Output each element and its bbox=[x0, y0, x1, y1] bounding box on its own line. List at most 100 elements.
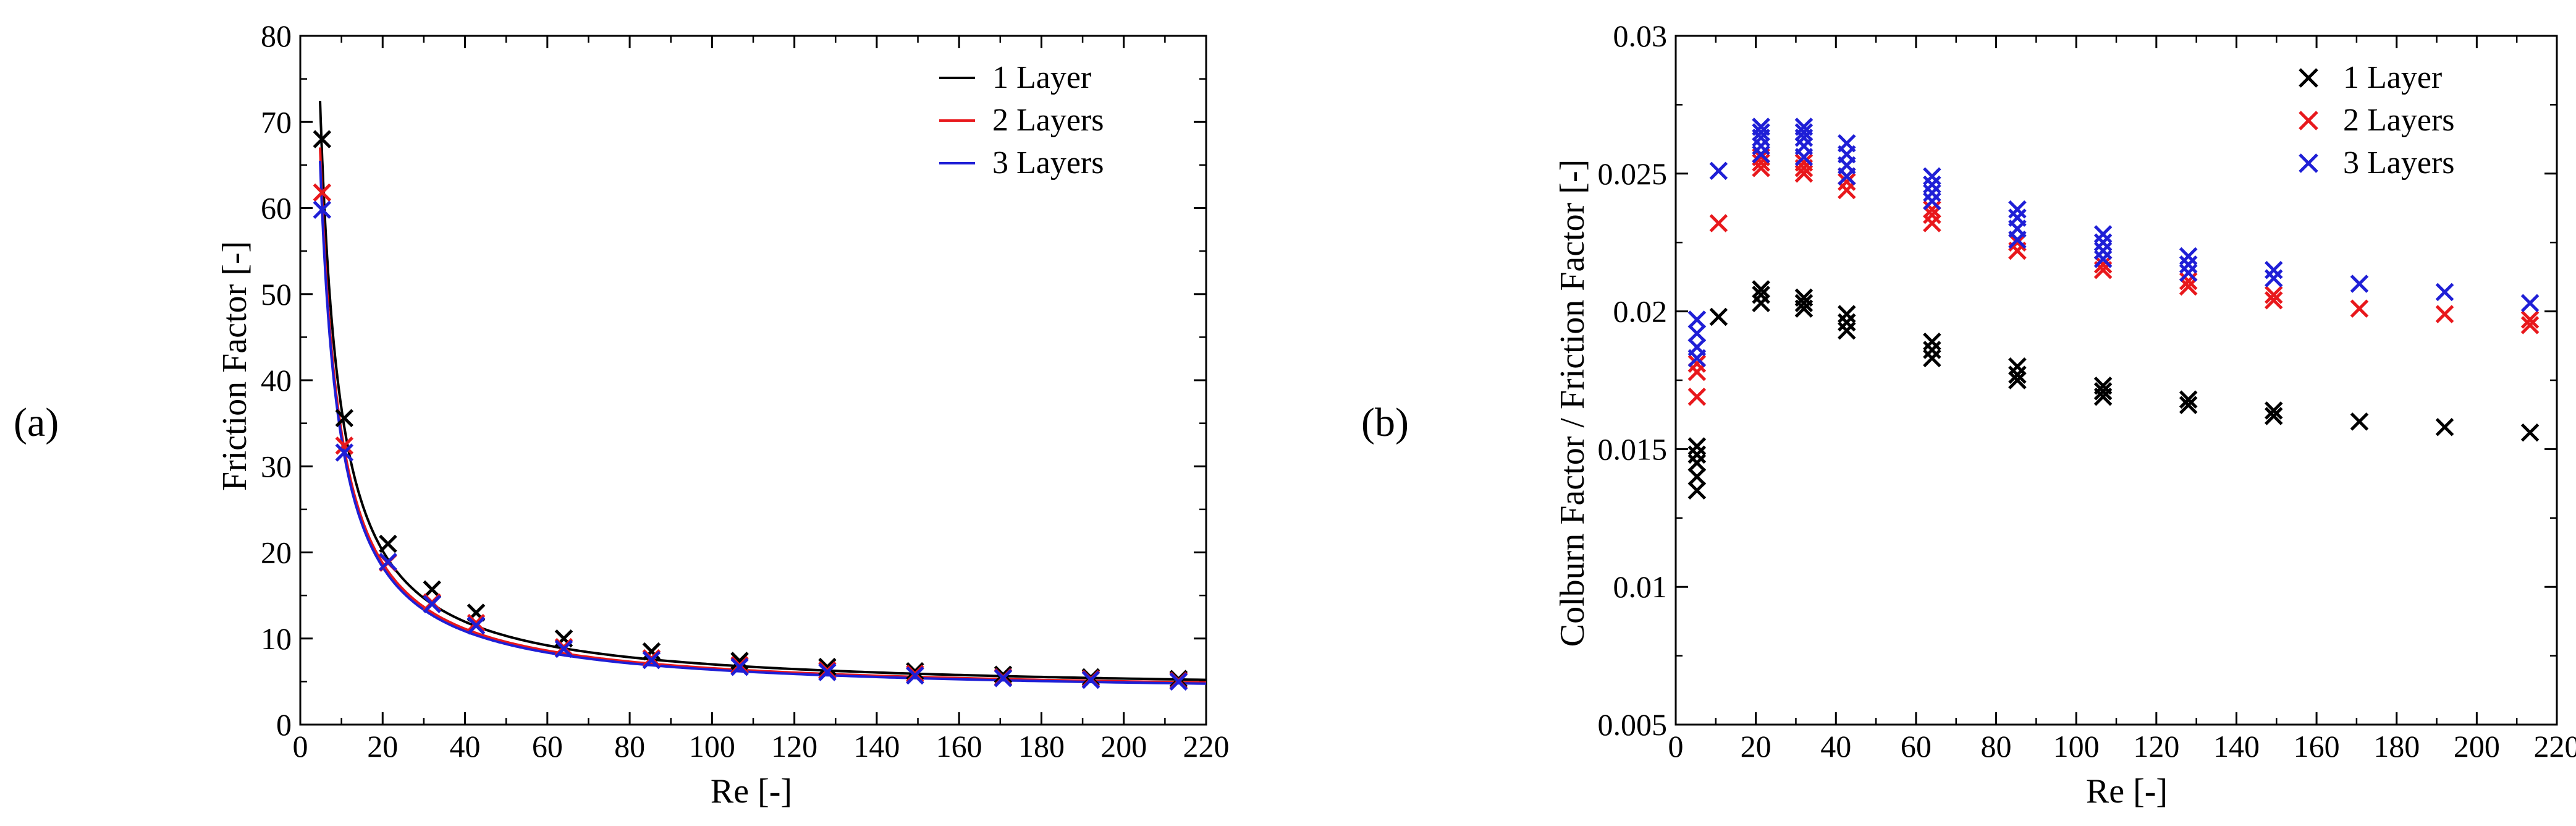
panel-b-data-point bbox=[2179, 390, 2198, 409]
panel-b-x-tick-label: 60 bbox=[1901, 729, 1932, 764]
panel-a-y-axis-title: Friction Factor [-] bbox=[216, 241, 254, 491]
panel-b-data-point bbox=[1794, 288, 1814, 307]
panel-b-data-point bbox=[1752, 286, 1770, 304]
panel-a-data-point bbox=[423, 580, 442, 599]
panel-a-data-point bbox=[335, 436, 354, 455]
panel-b-colburn-ratio: (b) 0 20 40 60 80 100 120 140 160 180 200 2200.0050… bbox=[1361, 19, 2576, 811]
panel-a-y-tick-label: 70 bbox=[261, 104, 292, 139]
panel-b-data-point bbox=[2264, 401, 2283, 420]
panel-b-data-point bbox=[2093, 250, 2113, 268]
panel-b-legend-swatch bbox=[2299, 68, 2318, 88]
panel-a-y-tick-label: 30 bbox=[261, 449, 292, 483]
panel-b-data-point bbox=[1752, 145, 1770, 164]
panel-b-data-point bbox=[2264, 269, 2283, 287]
panel-b-data-point bbox=[1923, 200, 1941, 219]
panel-a-x-tick-label: 80 bbox=[614, 729, 645, 764]
panel-b-x-tick-label: 220 bbox=[2534, 729, 2576, 764]
panel-a-y-tick-label: 80 bbox=[261, 19, 292, 53]
panel-b-data-point bbox=[2350, 299, 2369, 318]
panel-a-x-tick-label: 100 bbox=[689, 729, 735, 764]
panel-a-data-point bbox=[467, 613, 486, 632]
panel-b-data-point bbox=[1709, 307, 1728, 326]
panel-a-legend-item: 2 Layers bbox=[939, 103, 1104, 138]
panel-b-data-point bbox=[1752, 294, 1770, 312]
panel-b-x-tick-label: 200 bbox=[2454, 729, 2500, 764]
panel-a-data-point bbox=[818, 663, 837, 681]
panel-b-data-point bbox=[2008, 233, 2027, 252]
panel-b-x-tick-label: 40 bbox=[1820, 729, 1851, 764]
panel-b-data-point bbox=[1752, 117, 1770, 136]
panel-b-data-point bbox=[1923, 167, 1941, 186]
panel-a-data-point bbox=[554, 639, 573, 658]
panel-b-data-point bbox=[1923, 184, 1941, 202]
panel-a-plot-area: 0 20 40 60 80 100 120 140 160 180 200 220 0 10 20 30 40 5… bbox=[261, 19, 1230, 764]
panel-b-data-point bbox=[1687, 324, 1707, 343]
panel-b-data-point bbox=[1838, 172, 1856, 191]
panel-b-series-1 bbox=[1687, 280, 2540, 500]
panel-b-data-point bbox=[1752, 137, 1770, 156]
panel-a-y-tick-label: 10 bbox=[261, 621, 292, 656]
panel-b-data-point bbox=[1838, 134, 1856, 153]
panel-b-data-point bbox=[1838, 321, 1856, 340]
panel-b-data-point bbox=[1687, 481, 1707, 500]
panel-b-data-point bbox=[1687, 445, 1707, 464]
panel-a-data-point bbox=[906, 666, 924, 685]
panel-a-y-tick-label: 50 bbox=[261, 277, 292, 312]
panel-b-data-point bbox=[1752, 153, 1770, 172]
panel-b-data-point bbox=[1687, 362, 1707, 381]
panel-b-legend: 1 Layer 2 Layers 3 Layers bbox=[2299, 60, 2454, 181]
panel-a-y-tick-label: 40 bbox=[261, 363, 292, 398]
panel-b-y-tick-label: 0.02 bbox=[1613, 294, 1668, 329]
panel-b-x-tick-label: 160 bbox=[2294, 729, 2340, 764]
panel-a-data-point bbox=[730, 657, 749, 676]
panel-b-x-tick-label: 0 bbox=[1668, 729, 1684, 764]
panel-b-data-point bbox=[2179, 396, 2198, 414]
panel-b-data-point bbox=[1923, 175, 1941, 194]
panel-a-x-tick-label: 200 bbox=[1100, 729, 1147, 764]
panel-a-data-point bbox=[642, 650, 661, 670]
panel-a-legend-label: 1 Layer bbox=[992, 60, 1091, 95]
panel-b-data-point bbox=[1794, 123, 1814, 142]
panel-b-data-point bbox=[2008, 200, 2027, 219]
panel-b-legend-swatch bbox=[2299, 153, 2318, 173]
panel-a-data-point bbox=[1081, 670, 1100, 689]
panel-a-data-point bbox=[335, 443, 354, 462]
panel-b-legend-swatch bbox=[2299, 111, 2318, 130]
panel-a-series-3 bbox=[313, 200, 1188, 691]
panel-b-data-point bbox=[2264, 291, 2283, 310]
panel-b-x-tick-label: 180 bbox=[2373, 729, 2420, 764]
panel-b-data-point bbox=[2008, 371, 2027, 390]
panel-a-data-point bbox=[313, 200, 332, 219]
panel-b-data-point bbox=[1838, 305, 1856, 323]
panel-b-data-point bbox=[2179, 277, 2198, 296]
panel-b-data-point bbox=[1923, 332, 1941, 351]
panel-a-x-tick-label: 180 bbox=[1018, 729, 1065, 764]
panel-b-data-point bbox=[2179, 255, 2198, 274]
panel-b-y-tick-label: 0.03 bbox=[1613, 19, 1668, 53]
panel-b-x-tick-label: 120 bbox=[2133, 729, 2179, 764]
panel-b-data-point bbox=[2008, 208, 2027, 227]
panel-b-data-point bbox=[2093, 241, 2113, 260]
panel-b-data-point bbox=[1752, 280, 1770, 299]
panel-b-y-tick-label: 0.01 bbox=[1613, 569, 1668, 604]
panel-b-data-point bbox=[1687, 387, 1707, 406]
panel-b-data-point bbox=[2093, 382, 2113, 401]
panel-b-data-point bbox=[1687, 310, 1707, 329]
panel-b-data-point bbox=[1709, 214, 1728, 232]
panel-b-data-point bbox=[1923, 349, 1941, 368]
panel-b-legend-label: 3 Layers bbox=[2343, 145, 2454, 181]
panel-b-data-point bbox=[1794, 153, 1814, 172]
panel-a-data-point bbox=[994, 669, 1013, 688]
panel-b-data-point bbox=[1794, 117, 1814, 136]
panel-b-data-point bbox=[1752, 123, 1770, 142]
panel-b-y-tick-label: 0.005 bbox=[1598, 707, 1668, 742]
panel-b-legend-item: 1 Layer bbox=[2299, 60, 2442, 95]
panel-a-x-tick-label: 0 bbox=[293, 729, 308, 764]
panel-a-legend-label: 2 Layers bbox=[992, 103, 1104, 138]
panel-b-data-point bbox=[2179, 263, 2198, 282]
panel-a-x-axis-title: Re [-] bbox=[711, 772, 792, 811]
panel-a-data-point bbox=[313, 130, 332, 148]
panel-b-series-2 bbox=[1687, 148, 2540, 406]
panel-b-data-point bbox=[1687, 354, 1707, 373]
panel-b-data-point bbox=[2093, 255, 2113, 274]
